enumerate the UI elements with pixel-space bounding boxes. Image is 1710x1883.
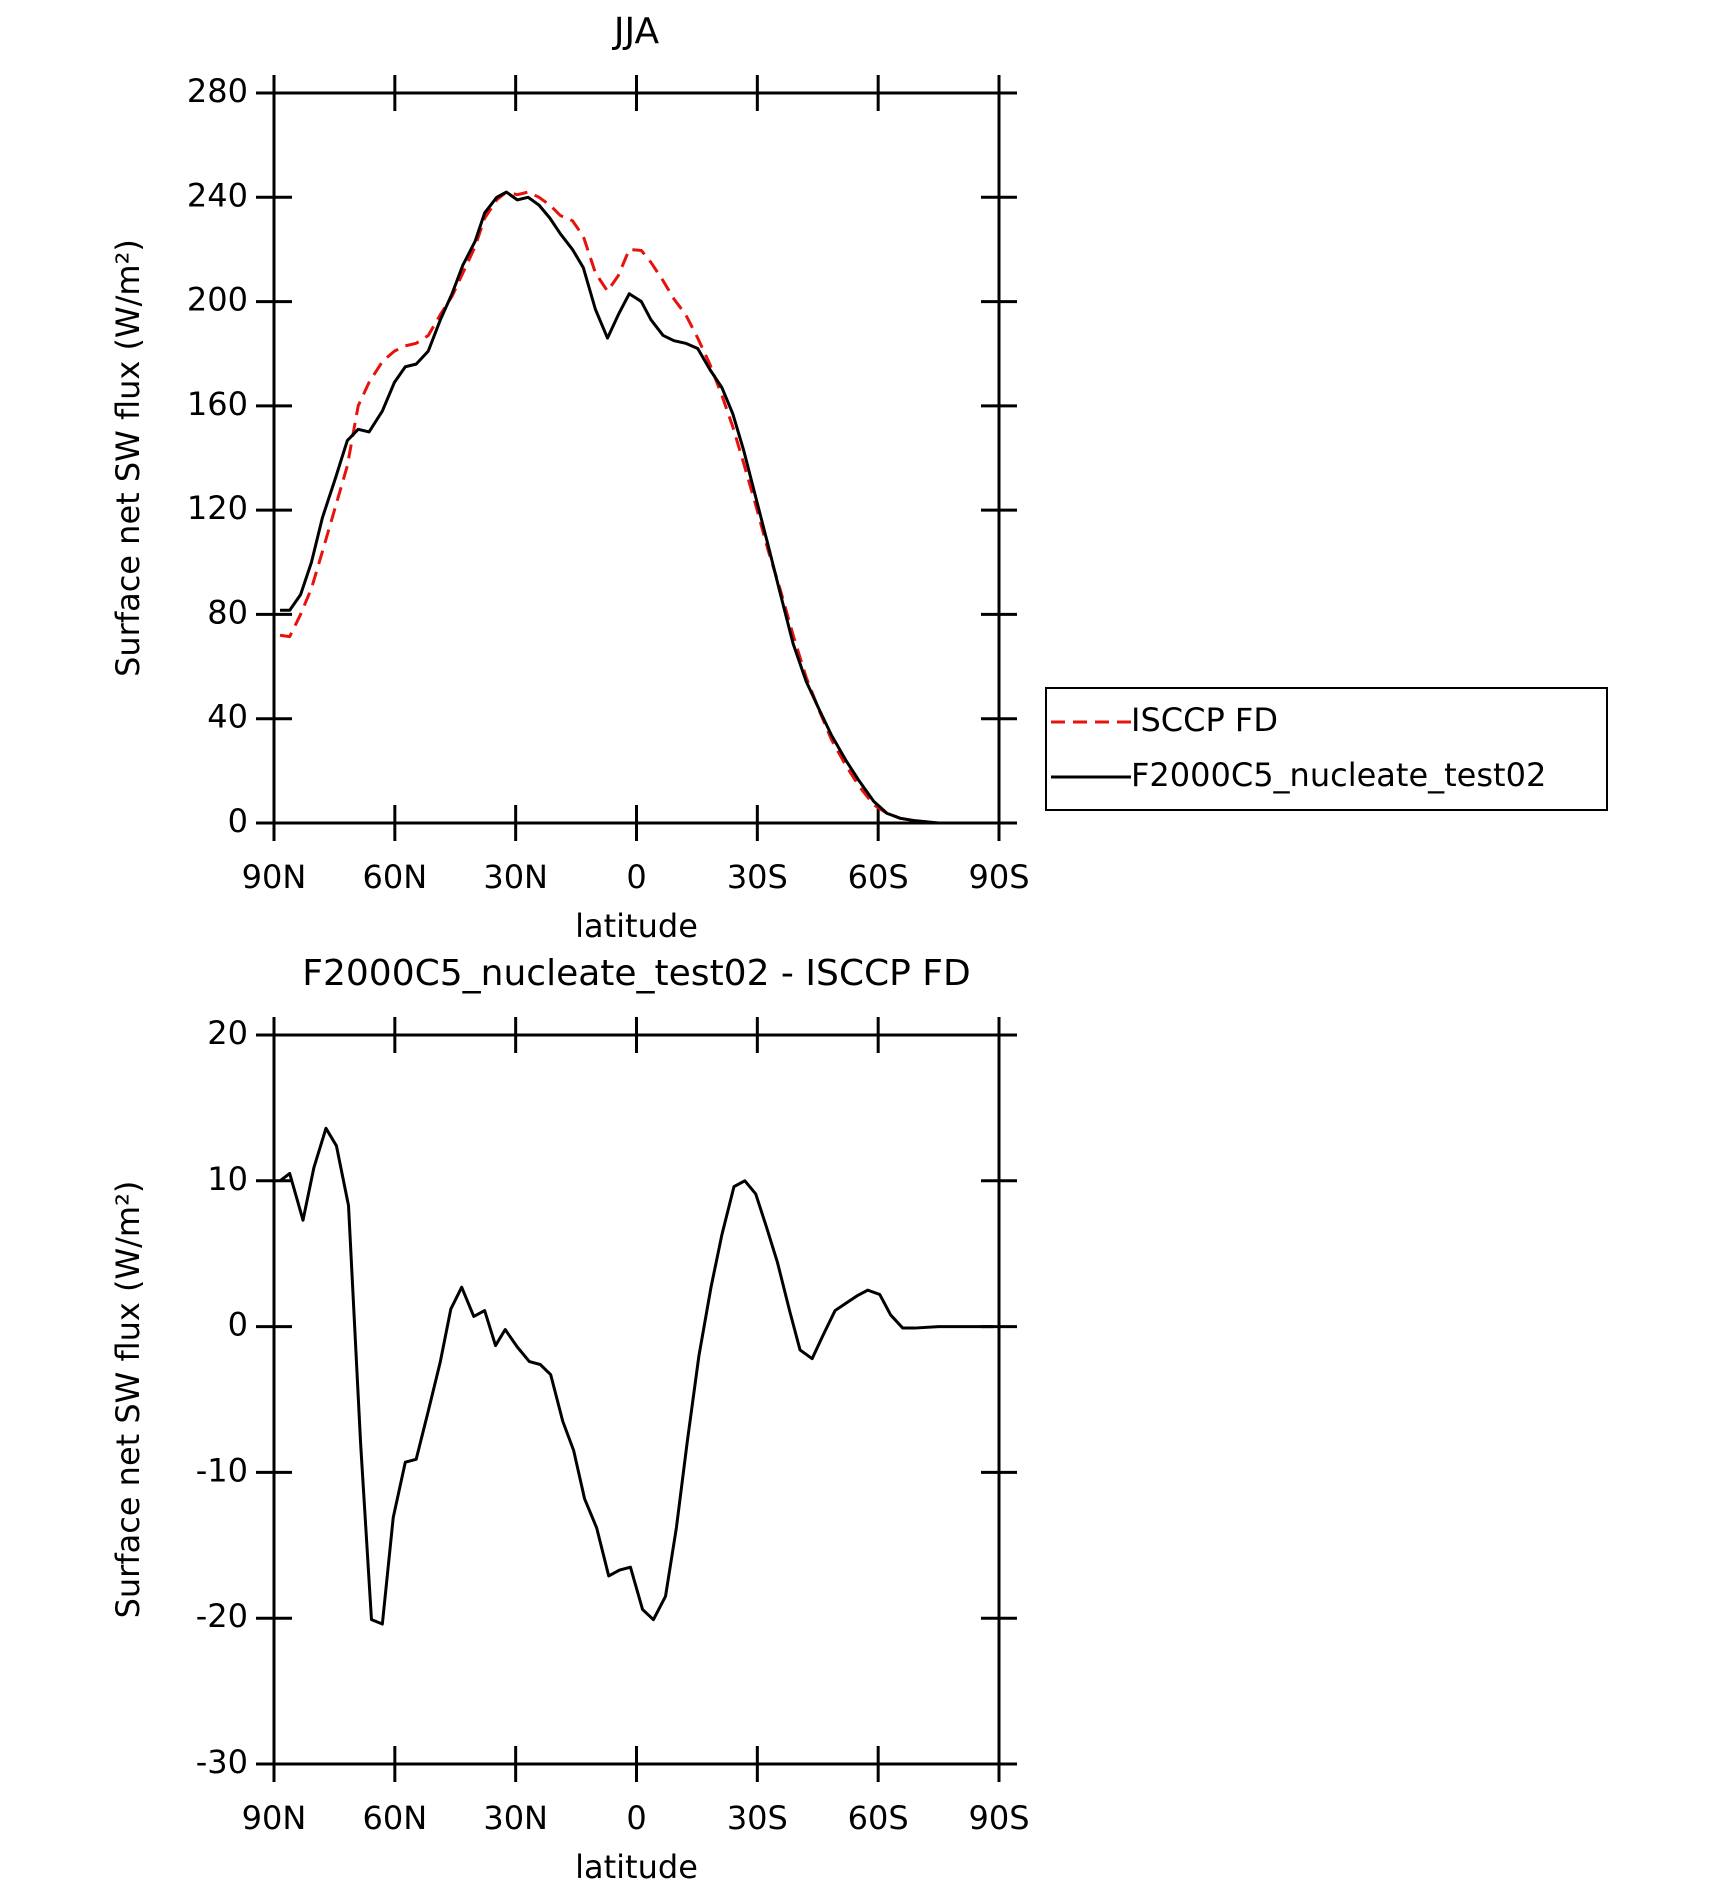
chart-title: F2000C5_nucleate_test02 - ISCCP FD — [302, 953, 970, 994]
chart-title: JJA — [612, 11, 660, 52]
x-tick-label: 30S — [727, 858, 788, 896]
y-tick-label: 80 — [207, 593, 248, 631]
x-tick-label: 60S — [848, 858, 909, 896]
x-axis-label: latitude — [575, 1848, 698, 1883]
x-tick-label: 60N — [363, 1799, 428, 1837]
x-tick-label: 90N — [242, 858, 307, 896]
y-tick-label: 120 — [187, 489, 248, 527]
legend-box — [1045, 687, 1608, 811]
y-axis-label: Surface net SW flux (W/m²) — [109, 239, 147, 677]
x-tick-label: 90S — [968, 1799, 1029, 1837]
x-tick-label: 30S — [727, 1799, 788, 1837]
y-tick-label: -30 — [196, 1743, 248, 1781]
y-axis-label: Surface net SW flux (W/m²) — [109, 1181, 147, 1619]
y-tick-label: -10 — [196, 1451, 248, 1489]
plot-frame — [272, 91, 1001, 825]
x-tick-label: 30N — [483, 858, 548, 896]
x-tick-label: 0 — [626, 1799, 646, 1837]
data-line — [279, 1126, 993, 1626]
legend-label: F2000C5_nucleate_test02 — [1131, 756, 1546, 794]
y-tick-label: 40 — [207, 698, 248, 736]
y-tick-label: 160 — [187, 385, 248, 423]
y-tick-label: 10 — [207, 1160, 248, 1198]
y-tick-label: 240 — [187, 176, 248, 214]
x-tick-label: 60S — [848, 1799, 909, 1837]
y-tick-label: 200 — [187, 281, 248, 319]
y-tick-label: -20 — [196, 1597, 248, 1635]
data-line — [280, 190, 995, 825]
plot-frame — [272, 1033, 1001, 1766]
data-line — [279, 190, 995, 825]
y-tick-label: 280 — [187, 72, 248, 110]
legend-label: ISCCP FD — [1131, 701, 1278, 739]
x-axis-label: latitude — [575, 907, 698, 945]
y-tick-label: 0 — [228, 802, 248, 840]
y-tick-label: 20 — [207, 1014, 248, 1052]
x-tick-label: 30N — [483, 1799, 548, 1837]
x-tick-label: 90N — [242, 1799, 307, 1837]
x-tick-label: 0 — [626, 858, 646, 896]
x-tick-label: 90S — [968, 858, 1029, 896]
x-tick-label: 60N — [363, 858, 428, 896]
y-tick-label: 0 — [228, 1306, 248, 1344]
